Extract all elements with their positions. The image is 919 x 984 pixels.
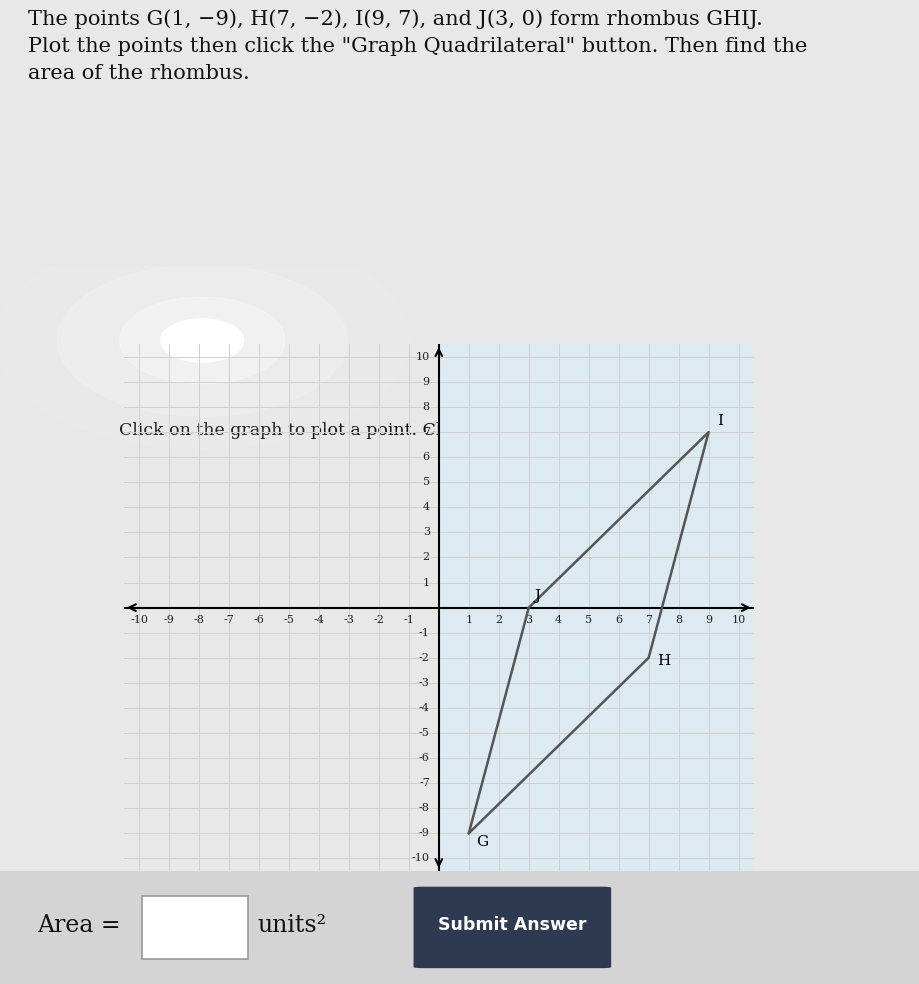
Text: J: J — [535, 589, 541, 603]
Text: 3: 3 — [525, 615, 532, 625]
Text: 1: 1 — [465, 615, 472, 625]
FancyBboxPatch shape — [142, 895, 248, 959]
Text: Click on the graph to plot a point. Click a point to delete it.: Click on the graph to plot a point. Clic… — [119, 422, 641, 439]
Text: -5: -5 — [283, 615, 294, 625]
Text: -8: -8 — [194, 615, 204, 625]
Text: 4: 4 — [555, 615, 562, 625]
Text: 10: 10 — [732, 615, 745, 625]
Text: -6: -6 — [254, 615, 265, 625]
Text: 7: 7 — [645, 615, 652, 625]
Text: units²: units² — [257, 914, 326, 937]
Text: 9: 9 — [423, 377, 430, 387]
Text: 6: 6 — [615, 615, 622, 625]
Text: 5: 5 — [423, 477, 430, 487]
Text: H: H — [658, 654, 671, 668]
Text: -3: -3 — [419, 678, 430, 688]
Text: 3: 3 — [423, 527, 430, 537]
Text: 6: 6 — [423, 453, 430, 462]
Text: I: I — [718, 413, 723, 428]
Text: Area =: Area = — [37, 914, 120, 937]
Text: -9: -9 — [419, 829, 430, 838]
Text: -7: -7 — [419, 778, 430, 788]
Text: -2: -2 — [419, 652, 430, 663]
Text: -8: -8 — [419, 803, 430, 813]
FancyBboxPatch shape — [414, 887, 611, 968]
Text: -10: -10 — [130, 615, 148, 625]
Text: 5: 5 — [585, 615, 592, 625]
Text: 2: 2 — [495, 615, 503, 625]
Ellipse shape — [161, 319, 244, 362]
Ellipse shape — [0, 232, 409, 449]
Bar — [439, 344, 754, 871]
Text: -9: -9 — [164, 615, 175, 625]
Text: -3: -3 — [344, 615, 355, 625]
Text: Submit Answer: Submit Answer — [437, 916, 586, 934]
Text: -7: -7 — [223, 615, 234, 625]
Text: -5: -5 — [419, 728, 430, 738]
Text: 2: 2 — [423, 552, 430, 563]
Text: The points G(1, −9), H(7, −2), I(9, 7), and J(3, 0) form rhombus GHIJ.
Plot the : The points G(1, −9), H(7, −2), I(9, 7), … — [28, 9, 807, 83]
Text: 8: 8 — [423, 402, 430, 412]
Text: 1: 1 — [423, 578, 430, 587]
Text: 4: 4 — [423, 503, 430, 513]
Text: -1: -1 — [403, 615, 414, 625]
Text: -4: -4 — [313, 615, 324, 625]
Text: -6: -6 — [419, 753, 430, 763]
Text: -10: -10 — [412, 853, 430, 863]
Text: 8: 8 — [675, 615, 682, 625]
Text: 7: 7 — [423, 427, 430, 437]
Text: -2: -2 — [373, 615, 384, 625]
Text: G: G — [476, 834, 489, 849]
Ellipse shape — [119, 297, 285, 384]
Text: -1: -1 — [419, 628, 430, 638]
Text: 10: 10 — [415, 352, 430, 362]
Text: -4: -4 — [419, 703, 430, 712]
Text: 9: 9 — [705, 615, 712, 625]
FancyBboxPatch shape — [0, 871, 919, 984]
Ellipse shape — [57, 265, 347, 416]
